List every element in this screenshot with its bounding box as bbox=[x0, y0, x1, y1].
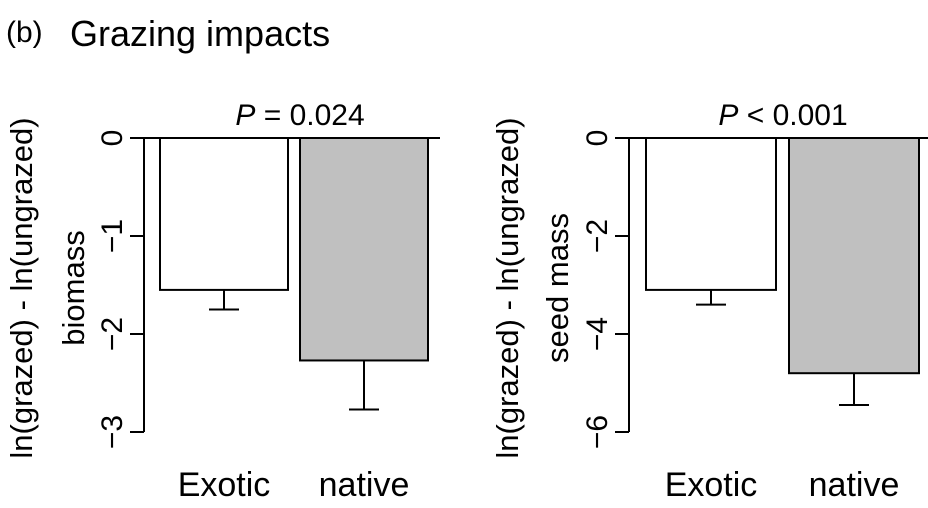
chart-panel-2: 0 −2 −4 −6 ln(grazed) - ln(ungrazed) seed mas… bbox=[490, 99, 928, 504]
y-axis-label: ln(grazed) - ln(ungrazed) bbox=[490, 117, 525, 458]
figure-title: Grazing impacts bbox=[70, 13, 330, 54]
y-axis-label: ln(grazed) - ln(ungrazed) bbox=[4, 117, 39, 458]
y-tick-label: −3 bbox=[96, 415, 129, 449]
p-value-text: < 0.001 bbox=[738, 99, 847, 132]
y-axis-sublabel: seed mass bbox=[540, 213, 575, 363]
panel-label: (b) bbox=[6, 16, 43, 49]
p-value-annotation: P < 0.001 bbox=[718, 99, 847, 132]
bar-exotic bbox=[159, 137, 289, 291]
category-label-exotic: Exotic bbox=[665, 466, 758, 504]
category-label-native: native bbox=[809, 466, 900, 504]
y-axis-sublabel: biomass bbox=[56, 230, 91, 345]
category-label-native: native bbox=[319, 466, 410, 504]
y-tick-label: −6 bbox=[581, 415, 614, 449]
p-value-symbol: P bbox=[718, 99, 738, 132]
y-tick-label: 0 bbox=[581, 130, 614, 147]
y-tick-label: −2 bbox=[96, 317, 129, 351]
p-value-annotation: P = 0.024 bbox=[235, 99, 364, 132]
bar-native bbox=[788, 137, 920, 375]
chart-panels: 0 −1 −2 −3 ln(grazed) - ln(ungrazed) biomass E… bbox=[4, 99, 928, 504]
y-tick-label: 0 bbox=[96, 130, 129, 147]
chart-panel-1: 0 −1 −2 −3 ln(grazed) - ln(ungrazed) biomass E… bbox=[4, 99, 440, 504]
category-label-exotic: Exotic bbox=[178, 466, 271, 504]
p-value-text: = 0.024 bbox=[255, 99, 364, 132]
bar-native bbox=[299, 137, 429, 362]
p-value-symbol: P bbox=[235, 99, 255, 132]
y-tick-label: −1 bbox=[96, 219, 129, 253]
bar-exotic bbox=[645, 137, 777, 291]
y-tick-label: −2 bbox=[581, 219, 614, 253]
y-tick-label: −4 bbox=[581, 317, 614, 351]
